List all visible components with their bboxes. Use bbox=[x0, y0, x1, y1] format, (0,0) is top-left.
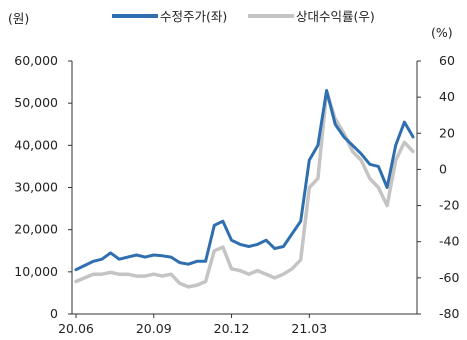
left-tick-label: 0 bbox=[50, 306, 58, 321]
left-tick-label: 60,000 bbox=[14, 53, 58, 68]
left-tick-label: 40,000 bbox=[14, 137, 58, 152]
x-tick-label: 20.12 bbox=[214, 321, 250, 336]
legend-label-price: 수정주가(좌) bbox=[160, 9, 227, 24]
x-tick-label: 20.09 bbox=[136, 321, 172, 336]
right-tick-label: -20 bbox=[439, 198, 459, 213]
left-tick-label: 20,000 bbox=[14, 222, 58, 237]
right-axis-unit: (%) bbox=[431, 25, 453, 40]
right-tick-label: 20 bbox=[439, 125, 455, 140]
legend-label-relative: 상대수익률(우) bbox=[296, 9, 375, 24]
left-tick-label: 50,000 bbox=[14, 95, 58, 110]
x-axis-ticks: 20.06 20.09 20.12 21.03 bbox=[58, 314, 327, 336]
x-tick-label: 21.03 bbox=[291, 321, 327, 336]
right-tick-label: 0 bbox=[439, 161, 447, 176]
right-tick-label: 40 bbox=[439, 89, 455, 104]
left-axis-ticks: 0 10,000 20,000 30,000 40,000 50,000 60,000 bbox=[14, 53, 72, 321]
right-tick-label: -60 bbox=[439, 270, 459, 285]
right-tick-label: -40 bbox=[439, 234, 459, 249]
left-tick-label: 30,000 bbox=[14, 180, 58, 195]
series-layer bbox=[74, 89, 415, 289]
series-line-price bbox=[74, 89, 415, 272]
series-line-relative bbox=[74, 89, 415, 289]
right-tick-label: 60 bbox=[439, 53, 455, 68]
right-axis-ticks: -80 -60 -40 -20 0 20 40 60 bbox=[417, 53, 459, 321]
right-tick-label: -80 bbox=[439, 306, 459, 321]
left-tick-label: 10,000 bbox=[14, 264, 58, 279]
left-axis-unit: (원) bbox=[8, 11, 29, 26]
x-tick-label: 20.06 bbox=[58, 321, 94, 336]
legend: 수정주가(좌) 상대수익률(우) bbox=[112, 9, 375, 24]
